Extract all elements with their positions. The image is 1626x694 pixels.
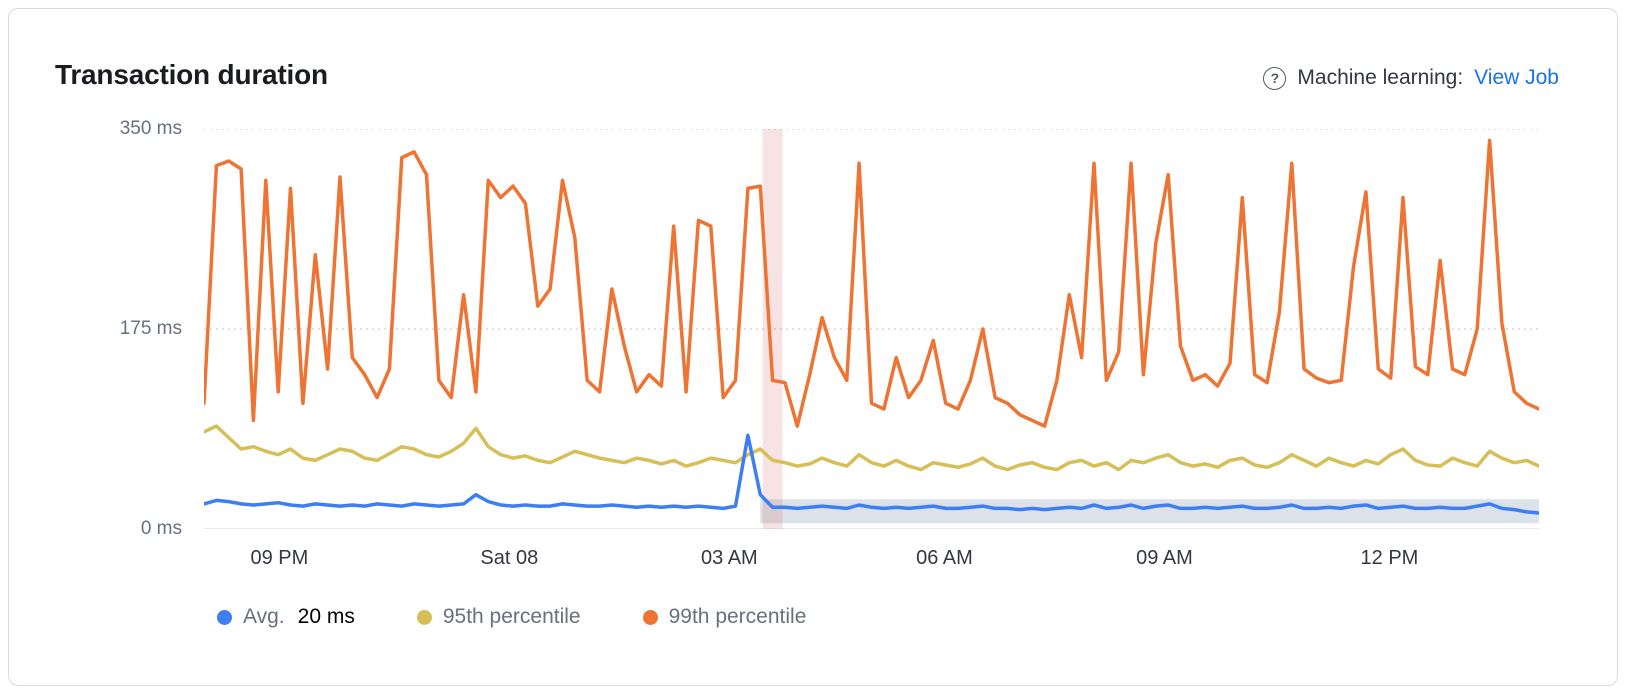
legend-label: 99th percentile bbox=[668, 605, 807, 628]
legend-dot-icon bbox=[642, 609, 658, 625]
y-axis-label: 0 ms bbox=[140, 518, 182, 539]
series-line-95th-percentile bbox=[204, 424, 1539, 472]
x-axis-label: 09 AM bbox=[1136, 547, 1193, 569]
x-axis: 09 PM Sat 08 03 AM 06 AM 09 AM 12 PM bbox=[204, 545, 1539, 573]
legend-item-95th-percentile[interactable]: 95th percentile bbox=[416, 605, 581, 629]
y-axis-label: 350 ms bbox=[119, 118, 182, 139]
legend-item-99th-percentile[interactable]: 99th percentile bbox=[642, 605, 807, 629]
ml-expected-bounds-band bbox=[760, 499, 1539, 524]
anomaly-annotation-band bbox=[762, 129, 783, 529]
legend-item-avg[interactable]: Avg. 20 ms bbox=[217, 605, 355, 629]
chart-plot[interactable] bbox=[204, 129, 1539, 529]
ml-view-job-link[interactable]: View Job bbox=[1474, 66, 1559, 89]
legend-dot-icon bbox=[217, 609, 232, 625]
x-axis-label: 12 PM bbox=[1360, 547, 1419, 569]
x-axis-label: 06 AM bbox=[916, 547, 973, 569]
series-line-avg bbox=[204, 433, 1539, 515]
y-axis-label: 175 ms bbox=[119, 318, 182, 339]
transaction-duration-panel: Transaction duration ? Machine learning:… bbox=[8, 8, 1618, 686]
x-axis-label: 09 PM bbox=[250, 547, 309, 569]
legend-label: 95th percentile bbox=[442, 605, 581, 628]
legend-dot-icon bbox=[416, 609, 432, 625]
x-axis-label: 03 AM bbox=[700, 547, 758, 569]
legend-value: 20 ms bbox=[297, 605, 355, 628]
x-axis-label: Sat 08 bbox=[480, 547, 539, 569]
ml-label: Machine learning: bbox=[1297, 66, 1464, 89]
panel-title: Transaction duration bbox=[55, 59, 328, 90]
series-line-99th-percentile bbox=[204, 138, 1539, 428]
machine-learning-row: ? Machine learning: View Job bbox=[1263, 66, 1559, 90]
y-axis: 0 ms 175 ms 350 ms bbox=[9, 118, 192, 539]
help-question-icon[interactable]: ? bbox=[1263, 66, 1287, 90]
legend-label: Avg. bbox=[243, 605, 285, 628]
legend: Avg. 20 ms 95th percentile 99th percentile bbox=[217, 605, 806, 629]
